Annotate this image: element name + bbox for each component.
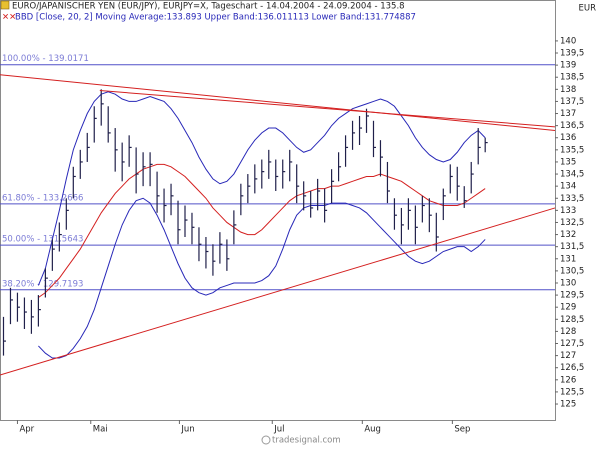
currency-label: EUR: [579, 4, 597, 14]
y-tick-label: 131,5: [560, 242, 584, 252]
y-tick-label: 129: [560, 303, 576, 313]
y-tick-label: 139,5: [560, 49, 584, 59]
indicator-line: [37, 91, 486, 286]
y-tick-label: 130,5: [560, 266, 584, 276]
fib-label: 50.00% - 131.5643: [2, 235, 83, 245]
plot-layer: 100.00% - 139.0171 61.80% - 133.2666 50.00…: [0, 54, 556, 376]
fib-label: 61.80% - 133.2666: [2, 193, 83, 203]
y-tick-label: 134,5: [560, 170, 584, 180]
fib-label: 100.00% - 139.0171: [2, 54, 89, 64]
indicator-line: [38, 197, 486, 359]
indicator-line: [38, 163, 486, 298]
y-tick-label: 136: [560, 133, 576, 143]
trendline: [99, 90, 556, 128]
plot-area: [0, 0, 556, 421]
chart-title: EURO/JAPANISCHER YEN (EUR/JPY), EURJPY=X…: [12, 2, 405, 12]
trendline: [0, 74, 556, 131]
watermark: tradesignal.com: [272, 436, 341, 446]
symbol-icon: [0, 0, 10, 10]
x-tick-label: Apr: [19, 425, 34, 435]
y-tick-label: 133: [560, 206, 576, 216]
y-tick-label: 126,5: [560, 363, 584, 373]
watermark-icon: [261, 435, 271, 445]
y-tick-label: 128,5: [560, 315, 584, 325]
indicator-subtitle: BBD [Close, 20, 2] Moving Average:133.89…: [15, 13, 416, 23]
x-tick-label: Jul: [273, 425, 284, 435]
y-tick-label: 138,5: [560, 73, 584, 83]
y-tick-label: 125,5: [560, 387, 584, 397]
y-tick-label: 135,5: [560, 145, 584, 155]
y-tick-label: 127: [560, 351, 576, 361]
y-tick-label: 140: [560, 36, 576, 46]
y-tick-label: 135: [560, 157, 576, 167]
y-tick-label: 139: [560, 61, 576, 71]
x-tick-label: Aug: [364, 425, 381, 435]
y-tick-label: 137: [560, 109, 576, 119]
y-tick-label: 136,5: [560, 121, 584, 131]
fib-label: 38.20% - 129.7193: [2, 279, 83, 289]
y-tick-label: 129,5: [560, 291, 584, 301]
indicator-icon: ✕✕: [2, 13, 16, 23]
y-tick-label: 130: [560, 278, 576, 288]
y-tick-label: 131: [560, 254, 576, 264]
x-tick-label: Sep: [454, 425, 470, 435]
y-tick-label: 128: [560, 327, 576, 337]
y-tick-label: 137,5: [560, 97, 584, 107]
x-tick-label: Mai: [93, 425, 108, 435]
y-tick-label: 134: [560, 182, 576, 192]
y-tick-label: 138: [560, 85, 576, 95]
y-tick-label: 132: [560, 230, 576, 240]
y-tick-label: 133,5: [560, 194, 584, 204]
y-tick-label: 125: [560, 400, 576, 410]
x-tick-label: Jun: [180, 425, 194, 435]
trendline: [0, 207, 556, 376]
y-tick-label: 126: [560, 375, 576, 385]
y-tick-label: 127,5: [560, 339, 584, 349]
y-tick-label: 132,5: [560, 218, 584, 228]
